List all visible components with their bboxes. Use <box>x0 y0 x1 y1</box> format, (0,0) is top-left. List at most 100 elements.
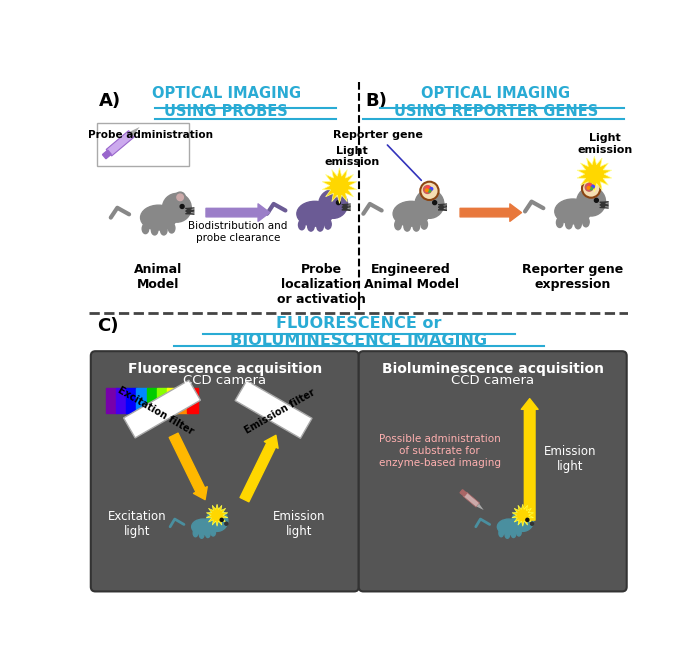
Bar <box>187 388 198 413</box>
Circle shape <box>220 518 223 521</box>
Circle shape <box>430 188 433 190</box>
Circle shape <box>577 187 606 216</box>
Ellipse shape <box>169 223 175 233</box>
Polygon shape <box>130 127 139 136</box>
Ellipse shape <box>151 225 158 235</box>
Ellipse shape <box>555 199 591 224</box>
Ellipse shape <box>497 519 521 534</box>
Bar <box>463 492 480 507</box>
Polygon shape <box>477 504 484 510</box>
Circle shape <box>592 185 594 188</box>
Circle shape <box>415 190 444 218</box>
Circle shape <box>590 187 592 190</box>
Text: Possible administration
of substrate for
enzyme-based imaging: Possible administration of substrate for… <box>379 434 500 468</box>
Circle shape <box>591 188 598 194</box>
Ellipse shape <box>142 224 148 234</box>
Ellipse shape <box>511 530 516 538</box>
Text: Light
emission: Light emission <box>324 146 379 167</box>
Circle shape <box>427 186 429 189</box>
Circle shape <box>177 194 183 200</box>
Text: OPTICAL IMAGING
USING REPORTER GENES: OPTICAL IMAGING USING REPORTER GENES <box>393 86 598 119</box>
Ellipse shape <box>421 219 428 229</box>
Bar <box>460 490 467 496</box>
Circle shape <box>206 510 228 531</box>
Ellipse shape <box>582 217 589 227</box>
Ellipse shape <box>298 220 305 230</box>
Polygon shape <box>322 168 357 204</box>
Circle shape <box>318 190 348 218</box>
Text: C): C) <box>97 317 118 335</box>
Bar <box>127 388 137 413</box>
Text: Reporter gene
expression: Reporter gene expression <box>522 263 624 291</box>
Text: Engineered
Animal Model: Engineered Animal Model <box>363 263 458 291</box>
Ellipse shape <box>575 219 581 228</box>
FancyArrowPatch shape <box>460 204 522 221</box>
FancyArrowPatch shape <box>206 204 270 221</box>
Ellipse shape <box>297 201 333 226</box>
Circle shape <box>428 190 430 192</box>
Text: Biodistribution and
probe clearance: Biodistribution and probe clearance <box>188 221 288 242</box>
Ellipse shape <box>517 528 522 536</box>
Text: Bioluminescence acquisition: Bioluminescence acquisition <box>382 362 603 376</box>
Circle shape <box>426 189 428 192</box>
FancyBboxPatch shape <box>235 381 312 438</box>
Text: Excitation
light: Excitation light <box>108 510 167 538</box>
Circle shape <box>585 183 593 191</box>
Ellipse shape <box>160 225 167 235</box>
FancyBboxPatch shape <box>97 124 188 166</box>
Circle shape <box>440 205 443 209</box>
Ellipse shape <box>393 201 429 226</box>
Text: Light
emission: Light emission <box>578 133 633 155</box>
Text: A): A) <box>99 92 120 110</box>
Circle shape <box>526 518 529 521</box>
Ellipse shape <box>193 529 198 537</box>
Circle shape <box>589 186 600 196</box>
Circle shape <box>523 510 527 515</box>
Circle shape <box>522 509 529 517</box>
Circle shape <box>587 186 590 189</box>
Text: Emission filter: Emission filter <box>244 387 317 436</box>
Circle shape <box>217 510 222 515</box>
Text: OPTICAL IMAGING
USING PROBES: OPTICAL IMAGING USING PROBES <box>152 86 301 119</box>
Circle shape <box>424 186 431 194</box>
Circle shape <box>333 190 340 197</box>
Ellipse shape <box>499 529 503 537</box>
Bar <box>177 388 188 413</box>
Ellipse shape <box>566 219 572 228</box>
Circle shape <box>582 180 601 198</box>
Ellipse shape <box>413 221 419 231</box>
Circle shape <box>589 184 591 186</box>
Ellipse shape <box>192 519 215 534</box>
FancyArrowPatch shape <box>522 399 538 520</box>
Bar <box>116 388 127 413</box>
FancyBboxPatch shape <box>358 351 626 591</box>
Circle shape <box>433 200 437 204</box>
Circle shape <box>531 522 533 525</box>
Circle shape <box>343 205 347 209</box>
Circle shape <box>175 192 186 202</box>
Ellipse shape <box>141 205 176 230</box>
Text: CCD camera: CCD camera <box>452 374 534 387</box>
Polygon shape <box>577 156 612 192</box>
Text: B): B) <box>365 92 387 110</box>
Circle shape <box>225 522 228 525</box>
Bar <box>106 131 134 156</box>
Text: Emission
light: Emission light <box>272 510 325 538</box>
Circle shape <box>420 182 439 200</box>
Ellipse shape <box>556 218 563 228</box>
Polygon shape <box>512 504 533 526</box>
Text: Probe administration: Probe administration <box>88 130 214 140</box>
Bar <box>146 388 158 413</box>
Ellipse shape <box>199 530 204 538</box>
Text: Animal
Model: Animal Model <box>134 263 183 291</box>
Bar <box>106 388 117 413</box>
Circle shape <box>162 194 191 222</box>
Text: Excitation filter: Excitation filter <box>116 385 195 437</box>
Ellipse shape <box>505 530 510 538</box>
Ellipse shape <box>206 530 210 538</box>
Circle shape <box>187 209 190 213</box>
Ellipse shape <box>317 221 323 231</box>
Bar <box>167 388 178 413</box>
Ellipse shape <box>308 221 314 231</box>
Circle shape <box>594 198 598 202</box>
